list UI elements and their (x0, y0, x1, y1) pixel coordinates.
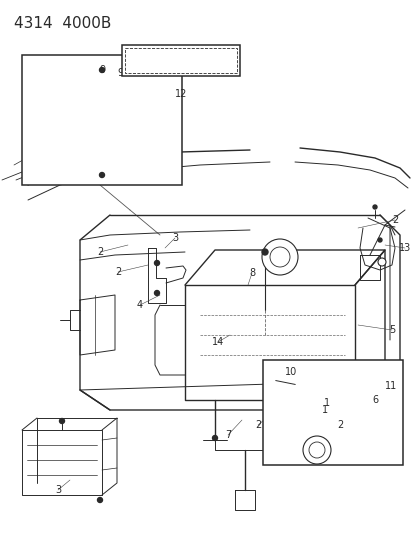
Text: 5: 5 (388, 325, 394, 335)
Bar (262, 360, 402, 465)
Text: 8: 8 (248, 268, 254, 278)
Text: 6: 6 (371, 395, 377, 405)
Circle shape (372, 205, 376, 209)
Circle shape (99, 173, 104, 177)
Bar (122, 45, 240, 76)
Text: 4314  4000B: 4314 4000B (14, 16, 111, 31)
Circle shape (377, 238, 381, 242)
Circle shape (154, 290, 159, 295)
Bar (125, 49, 237, 73)
Text: 13: 13 (398, 243, 410, 253)
Circle shape (308, 442, 324, 458)
Text: 3: 3 (55, 485, 61, 495)
Circle shape (377, 258, 385, 266)
Circle shape (59, 418, 64, 424)
Text: 2: 2 (336, 420, 342, 430)
Bar (22, 55, 182, 185)
Text: 1: 1 (323, 398, 329, 408)
Circle shape (269, 247, 289, 267)
Circle shape (154, 261, 159, 265)
Text: 12: 12 (175, 89, 187, 99)
Circle shape (312, 440, 317, 446)
Text: 2: 2 (114, 267, 121, 277)
Text: UNLEADED GASOLINE ONLY: UNLEADED GASOLINE ONLY (134, 58, 227, 64)
Text: 10: 10 (284, 367, 297, 377)
Text: 1: 1 (321, 405, 327, 415)
Text: 4: 4 (137, 300, 143, 310)
Circle shape (99, 68, 104, 72)
Text: 9: 9 (99, 65, 105, 75)
Text: 9: 9 (116, 68, 123, 78)
Circle shape (302, 436, 330, 464)
Text: 7: 7 (224, 430, 230, 440)
Circle shape (97, 497, 102, 503)
Text: 2: 2 (391, 215, 397, 225)
Circle shape (261, 239, 297, 275)
Text: 2: 2 (254, 420, 261, 430)
Text: 14: 14 (211, 337, 223, 347)
Circle shape (261, 249, 267, 255)
Circle shape (212, 435, 217, 440)
Text: 2: 2 (97, 247, 103, 257)
Text: 11: 11 (384, 381, 396, 391)
Text: 3: 3 (171, 233, 178, 243)
